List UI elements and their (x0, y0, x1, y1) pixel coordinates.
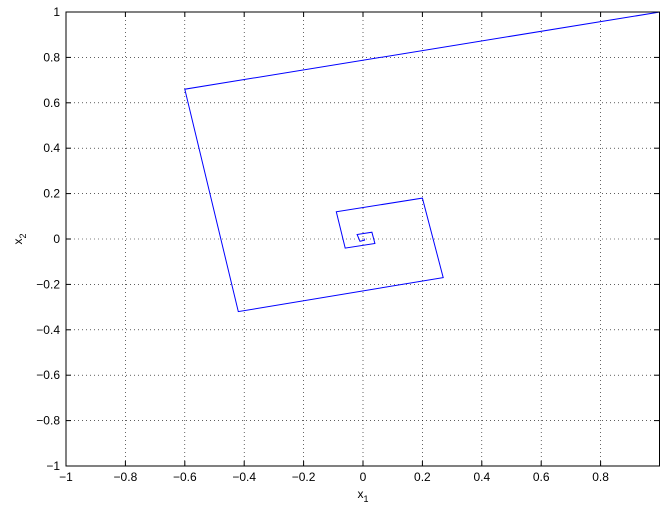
x-axis-label-main: x (357, 487, 363, 501)
x-tick-label: −0.4 (232, 470, 256, 484)
x-tick-label: 0.6 (533, 470, 550, 484)
y-tick-label: 1 (53, 5, 60, 19)
x-tick-label: 0.2 (414, 470, 431, 484)
x-tick-label: 0 (360, 470, 367, 484)
series-group (184, 11, 660, 313)
x-tick-label: −0.6 (173, 470, 197, 484)
y-tick-label: 0.8 (43, 50, 60, 64)
y-axis-label: x2 (11, 233, 28, 244)
y-tick-label: −0.8 (36, 414, 60, 428)
x-tick-label: −0.8 (114, 470, 138, 484)
x-tick-label: −1 (59, 470, 73, 484)
y-tick-label: −0.6 (36, 368, 60, 382)
x-tick-label: 0.4 (473, 470, 490, 484)
y-tick-label: 0.6 (43, 96, 60, 110)
grid (66, 12, 660, 466)
x-tick-label: −0.2 (292, 470, 316, 484)
y-tick-label: −0.4 (36, 323, 60, 337)
y-tick-label: −0.2 (36, 277, 60, 291)
y-axis-label-main: x (11, 239, 25, 245)
trajectory-line (184, 11, 660, 313)
x-tick-label: 0.8 (592, 470, 609, 484)
ticks (65, 11, 659, 467)
y-tick-label: 0.4 (43, 141, 60, 155)
x-axis-label: x1 (357, 487, 368, 504)
y-tick-label: 0 (53, 232, 60, 246)
y-tick-label: −1 (46, 459, 60, 473)
y-tick-label: 0.2 (43, 187, 60, 201)
tick-labels: −1 −0.8 −0.6 −0.4 −0.2 0 0.2 0.4 0.6 0.8 −1 −0.8 −0.… (36, 5, 609, 484)
y-axis-label-subscript: 2 (18, 233, 28, 238)
x-axis-label-subscript: 1 (363, 494, 368, 504)
